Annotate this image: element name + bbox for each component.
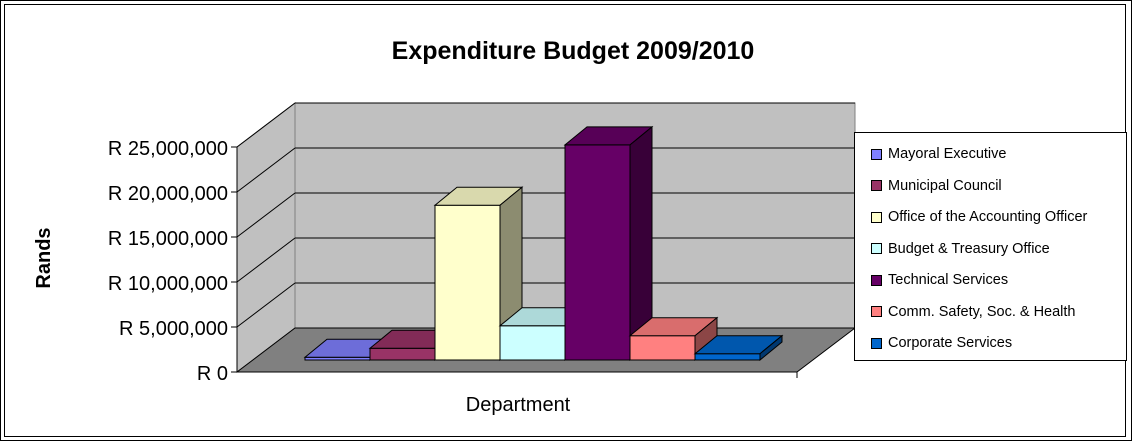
bar-front bbox=[369, 347, 436, 361]
legend-item: Mayoral Executive bbox=[871, 144, 1006, 164]
legend-swatch bbox=[871, 211, 882, 223]
legend-label: Budget & Treasury Office bbox=[888, 240, 1050, 257]
gridline-side bbox=[236, 192, 296, 238]
bar-front bbox=[694, 353, 761, 361]
y-axis-label: Rands bbox=[33, 227, 55, 288]
legend-item: Technical Services bbox=[871, 270, 1008, 290]
y-axis-ticks: R 0 R 5,000,000 R 10,000,000 R 15,000,000 R … bbox=[108, 138, 798, 385]
legend-swatch bbox=[871, 243, 882, 254]
gridline-side bbox=[236, 102, 296, 148]
y-tick-label: R 20,000,000 bbox=[108, 183, 228, 205]
y-tick-label: R 0 bbox=[197, 363, 228, 385]
bar-front bbox=[629, 335, 696, 361]
y-tick-label: R 5,000,000 bbox=[119, 318, 228, 340]
bar-technical-services bbox=[563, 125, 654, 362]
legend-swatch bbox=[871, 306, 882, 317]
legend-swatch bbox=[871, 180, 882, 191]
legend-swatch bbox=[871, 337, 882, 349]
legend-swatch bbox=[871, 274, 882, 286]
y-tick-label: R 25,000,000 bbox=[108, 138, 228, 160]
legend-item: Comm. Safety, Soc. & Health bbox=[871, 302, 1076, 322]
y-tick-label: R 10,000,000 bbox=[108, 273, 228, 295]
legend-item: Municipal Council bbox=[871, 176, 1002, 196]
legend-label: Mayoral Executive bbox=[888, 146, 1007, 162]
legend-label: Technical Services bbox=[888, 272, 1009, 288]
bar-front bbox=[564, 144, 631, 361]
bar-front bbox=[434, 204, 501, 361]
x-axis-label: Department bbox=[466, 394, 571, 416]
y-tick-label: R 15,000,000 bbox=[108, 228, 228, 250]
gridline-side bbox=[236, 147, 296, 193]
gridline-side bbox=[236, 237, 296, 283]
gridline-side bbox=[236, 282, 296, 328]
bar-side bbox=[759, 334, 783, 362]
bar-comm-safety-soc-health bbox=[628, 316, 719, 362]
legend: Mayoral Executive Municipal Council Office… bbox=[854, 132, 1127, 361]
side-wall bbox=[236, 101, 296, 374]
legend-label: Office of the Accounting Officer bbox=[888, 209, 1088, 225]
bar-front bbox=[499, 325, 566, 361]
bar-office-of-the-accounting-officer bbox=[433, 186, 524, 362]
legend-item: Budget & Treasury Office bbox=[871, 239, 1050, 259]
bar-corporate-services bbox=[693, 334, 784, 362]
bars bbox=[303, 125, 784, 362]
legend-item: Corporate Services bbox=[871, 333, 1012, 353]
legend-label: Comm. Safety, Soc. & Health bbox=[888, 303, 1076, 320]
legend-item: Office of the Accounting Officer bbox=[871, 207, 1087, 227]
legend-label: Municipal Council bbox=[888, 177, 1002, 194]
legend-label: Corporate Services bbox=[888, 335, 1013, 351]
legend-swatch bbox=[871, 148, 882, 160]
chart-title: Expenditure Budget 2009/2010 bbox=[392, 37, 755, 65]
